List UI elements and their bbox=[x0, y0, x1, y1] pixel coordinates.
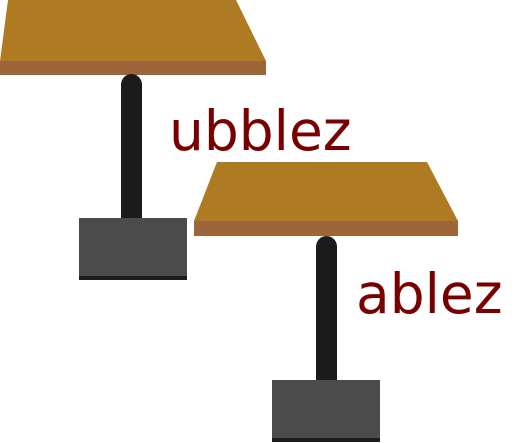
table-1-top bbox=[0, 0, 266, 61]
table-2 bbox=[194, 162, 458, 442]
table-1-pedestal bbox=[121, 74, 142, 251]
table-2-top-edge bbox=[194, 221, 458, 236]
table-1-base bbox=[79, 218, 187, 277]
label-ubblez: ubblez bbox=[169, 99, 352, 163]
table-1-base-bottom bbox=[79, 276, 187, 280]
table-1 bbox=[0, 0, 266, 280]
table-1-top-edge bbox=[0, 61, 266, 75]
label-ablez: ablez bbox=[356, 262, 503, 326]
table-2-pedestal bbox=[316, 236, 337, 412]
table-2-top bbox=[194, 162, 458, 221]
table-2-base bbox=[272, 380, 380, 439]
table-2-base-bottom bbox=[272, 438, 380, 442]
